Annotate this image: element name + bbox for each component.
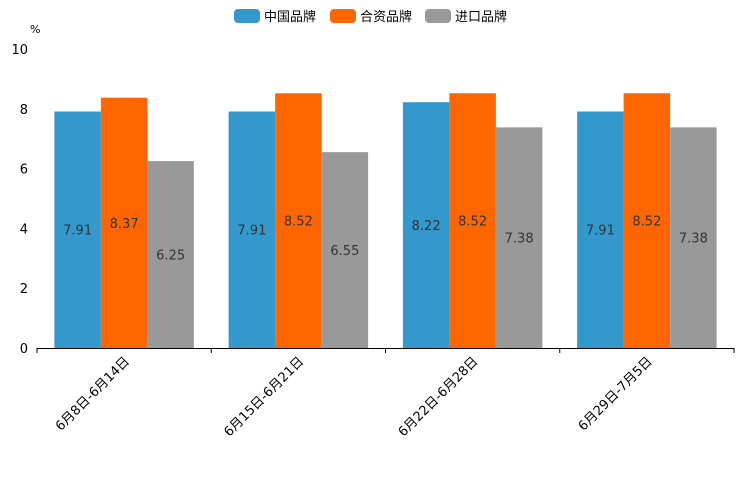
bar-2-1[interactable] bbox=[100, 97, 148, 348]
y-tick-label: 4 bbox=[20, 222, 28, 237]
y-axis-unit-label: % bbox=[30, 23, 40, 36]
data-label: 8.52 bbox=[284, 215, 313, 230]
data-labels: 7.91 8.37 6.25 7.91 8.52 6.55 8.22 8.52 7.38 7.91… bbox=[63, 215, 708, 264]
bar-1-1[interactable] bbox=[54, 111, 101, 348]
data-label: 8.37 bbox=[110, 217, 139, 232]
bar-2-3[interactable] bbox=[449, 93, 496, 348]
y-tick-label: 0 bbox=[20, 342, 28, 357]
bar-1-4[interactable] bbox=[577, 111, 624, 348]
y-tick-label: 2 bbox=[20, 282, 28, 297]
data-label: 7.91 bbox=[63, 224, 92, 239]
x-tick-label: 6月22日-6月28日 bbox=[396, 354, 482, 440]
legend-label[interactable]: 中国品牌 bbox=[264, 9, 316, 25]
x-tick-label: 6月15日-6月21日 bbox=[221, 354, 307, 440]
legend: 中国品牌 合资品牌 进口品牌 bbox=[234, 9, 507, 25]
data-label: 6.25 bbox=[156, 249, 185, 264]
data-label: 8.22 bbox=[412, 219, 441, 234]
y-tick-label: 8 bbox=[20, 103, 28, 118]
data-label: 7.38 bbox=[505, 232, 534, 247]
legend-label[interactable]: 进口品牌 bbox=[455, 9, 507, 25]
bar-1-2[interactable] bbox=[228, 111, 276, 348]
bar-3-3[interactable] bbox=[495, 127, 543, 348]
x-tick-label: 6月29日-7月5日 bbox=[576, 354, 656, 434]
bars bbox=[54, 93, 717, 348]
data-label: 7.91 bbox=[586, 224, 615, 239]
bar-3-4[interactable] bbox=[670, 127, 717, 348]
y-axis: 0 2 4 6 8 10 bbox=[11, 43, 28, 357]
legend-label[interactable]: 合资品牌 bbox=[360, 9, 412, 25]
bar-1-3[interactable] bbox=[402, 102, 450, 348]
data-label: 8.52 bbox=[458, 215, 487, 230]
x-axis: 6月8日-6月14日 6月15日-6月21日 6月22日-6月28日 6月29日-7月… bbox=[36, 348, 735, 440]
data-label: 8.52 bbox=[632, 215, 661, 230]
legend-swatch[interactable] bbox=[234, 9, 260, 23]
data-label: 7.91 bbox=[237, 224, 266, 239]
y-tick-label: 6 bbox=[20, 163, 28, 178]
bar-3-1[interactable] bbox=[147, 161, 194, 348]
y-tick-label: 10 bbox=[11, 43, 28, 58]
legend-swatch[interactable] bbox=[330, 9, 356, 23]
legend-swatch[interactable] bbox=[425, 9, 451, 23]
x-tick-label: 6月8日-6月14日 bbox=[53, 354, 133, 434]
bar-2-4[interactable] bbox=[623, 93, 671, 348]
data-label: 7.38 bbox=[679, 232, 708, 247]
bar-2-2[interactable] bbox=[275, 93, 322, 348]
bar-3-2[interactable] bbox=[321, 152, 369, 348]
data-label: 6.55 bbox=[330, 244, 359, 259]
